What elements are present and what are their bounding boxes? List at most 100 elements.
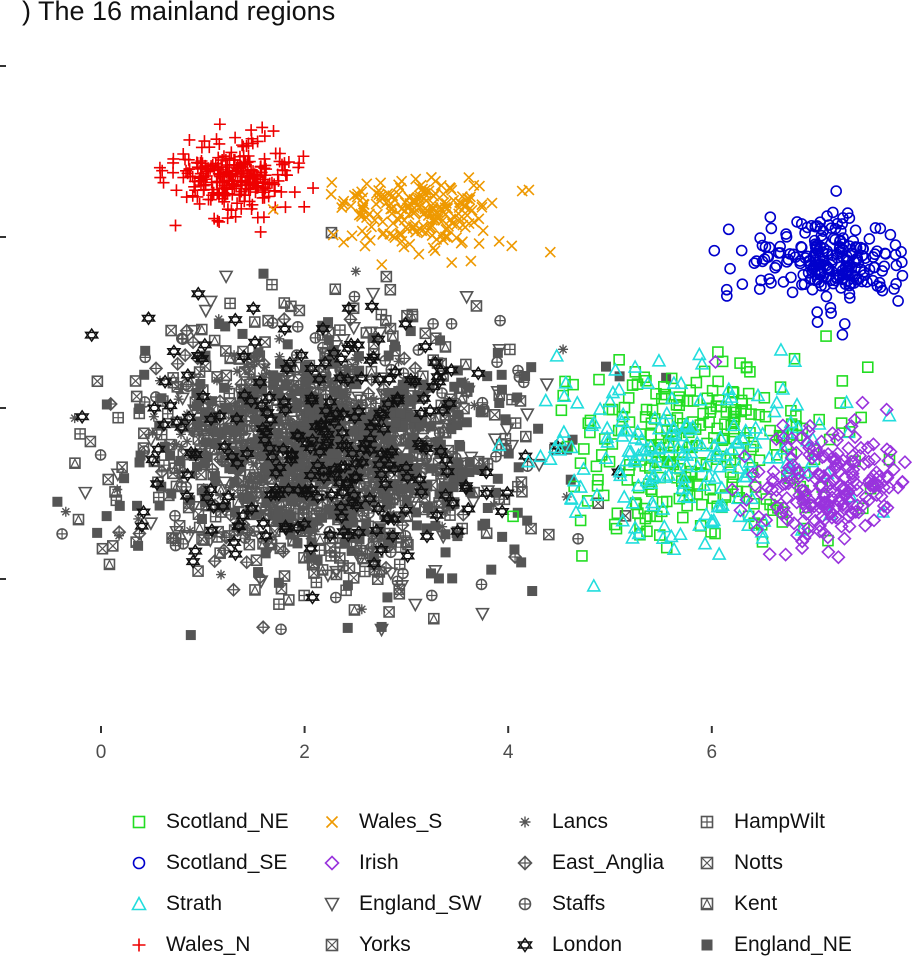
data-point xyxy=(495,316,505,326)
data-point xyxy=(210,336,220,346)
data-point xyxy=(257,192,269,204)
data-point xyxy=(79,488,91,499)
data-point xyxy=(577,551,587,561)
data-point xyxy=(452,420,462,430)
data-point xyxy=(181,191,193,203)
data-point xyxy=(201,437,211,447)
data-point xyxy=(219,383,229,393)
data-point xyxy=(329,387,339,397)
data-point xyxy=(493,474,503,484)
data-point xyxy=(725,264,735,274)
data-point xyxy=(250,437,260,447)
data-point xyxy=(86,329,98,341)
data-point xyxy=(349,292,359,302)
data-point xyxy=(851,225,861,235)
data-point xyxy=(744,389,754,399)
data-point xyxy=(377,622,387,632)
data-point xyxy=(476,609,488,620)
data-point xyxy=(428,319,438,329)
data-point xyxy=(426,568,436,578)
data-point xyxy=(393,576,403,586)
data-point xyxy=(512,392,522,402)
data-point xyxy=(766,223,776,233)
data-point xyxy=(253,567,263,577)
data-point xyxy=(527,586,537,596)
data-point xyxy=(295,459,305,469)
data-point xyxy=(102,399,112,409)
data-point xyxy=(618,491,630,502)
data-point xyxy=(771,397,783,408)
data-point xyxy=(349,605,359,615)
data-point xyxy=(501,414,511,424)
data-point xyxy=(133,541,143,551)
data-point xyxy=(497,385,507,395)
data-point xyxy=(228,584,240,596)
data-point xyxy=(713,548,725,559)
data-point xyxy=(92,376,102,386)
data-point xyxy=(177,333,187,343)
x-tick-label: 4 xyxy=(503,742,514,763)
data-point xyxy=(154,172,166,184)
data-point xyxy=(486,565,496,575)
data-point xyxy=(505,344,515,354)
data-point xyxy=(220,271,232,282)
data-point xyxy=(754,455,764,465)
data-point xyxy=(452,459,462,469)
data-point xyxy=(435,335,445,345)
data-point xyxy=(890,240,900,250)
data-point xyxy=(170,184,182,196)
data-point xyxy=(588,580,600,591)
data-point xyxy=(449,482,459,492)
data-point xyxy=(384,607,394,617)
data-point xyxy=(474,239,484,249)
data-point xyxy=(653,355,665,366)
data-point xyxy=(250,414,260,424)
data-point xyxy=(388,331,398,341)
data-point xyxy=(274,506,284,516)
data-point xyxy=(571,397,583,408)
data-point xyxy=(317,513,327,523)
data-point xyxy=(330,284,340,294)
data-point xyxy=(476,407,486,417)
data-point xyxy=(870,249,880,259)
data-point xyxy=(139,370,149,380)
data-point xyxy=(533,424,543,434)
data-point xyxy=(449,382,459,392)
data-point xyxy=(899,456,911,468)
data-point xyxy=(812,317,822,327)
data-point xyxy=(507,241,517,251)
data-point xyxy=(186,630,196,640)
data-point xyxy=(259,130,271,142)
data-point xyxy=(256,121,268,133)
data-point xyxy=(157,393,167,403)
data-point xyxy=(838,533,850,545)
data-point xyxy=(201,361,211,371)
data-point xyxy=(229,132,241,144)
data-point xyxy=(575,481,587,492)
data-point xyxy=(274,578,284,588)
data-point xyxy=(831,186,841,196)
data-point xyxy=(346,201,356,211)
data-point xyxy=(466,256,476,266)
data-point xyxy=(885,230,895,240)
data-point xyxy=(238,329,248,339)
data-point xyxy=(250,317,260,327)
data-point xyxy=(343,623,353,633)
data-point xyxy=(195,379,205,389)
data-point xyxy=(193,566,203,576)
data-point xyxy=(524,185,534,195)
data-point xyxy=(249,336,261,348)
data-point xyxy=(255,226,267,238)
data-point xyxy=(189,545,201,557)
data-point xyxy=(307,182,319,194)
data-point xyxy=(165,451,175,461)
data-point xyxy=(863,362,873,372)
data-point xyxy=(493,348,503,358)
data-point xyxy=(426,172,436,182)
data-point xyxy=(348,426,358,436)
data-point xyxy=(477,579,487,589)
data-point xyxy=(136,451,146,461)
data-point xyxy=(289,186,301,198)
data-point xyxy=(300,377,310,387)
